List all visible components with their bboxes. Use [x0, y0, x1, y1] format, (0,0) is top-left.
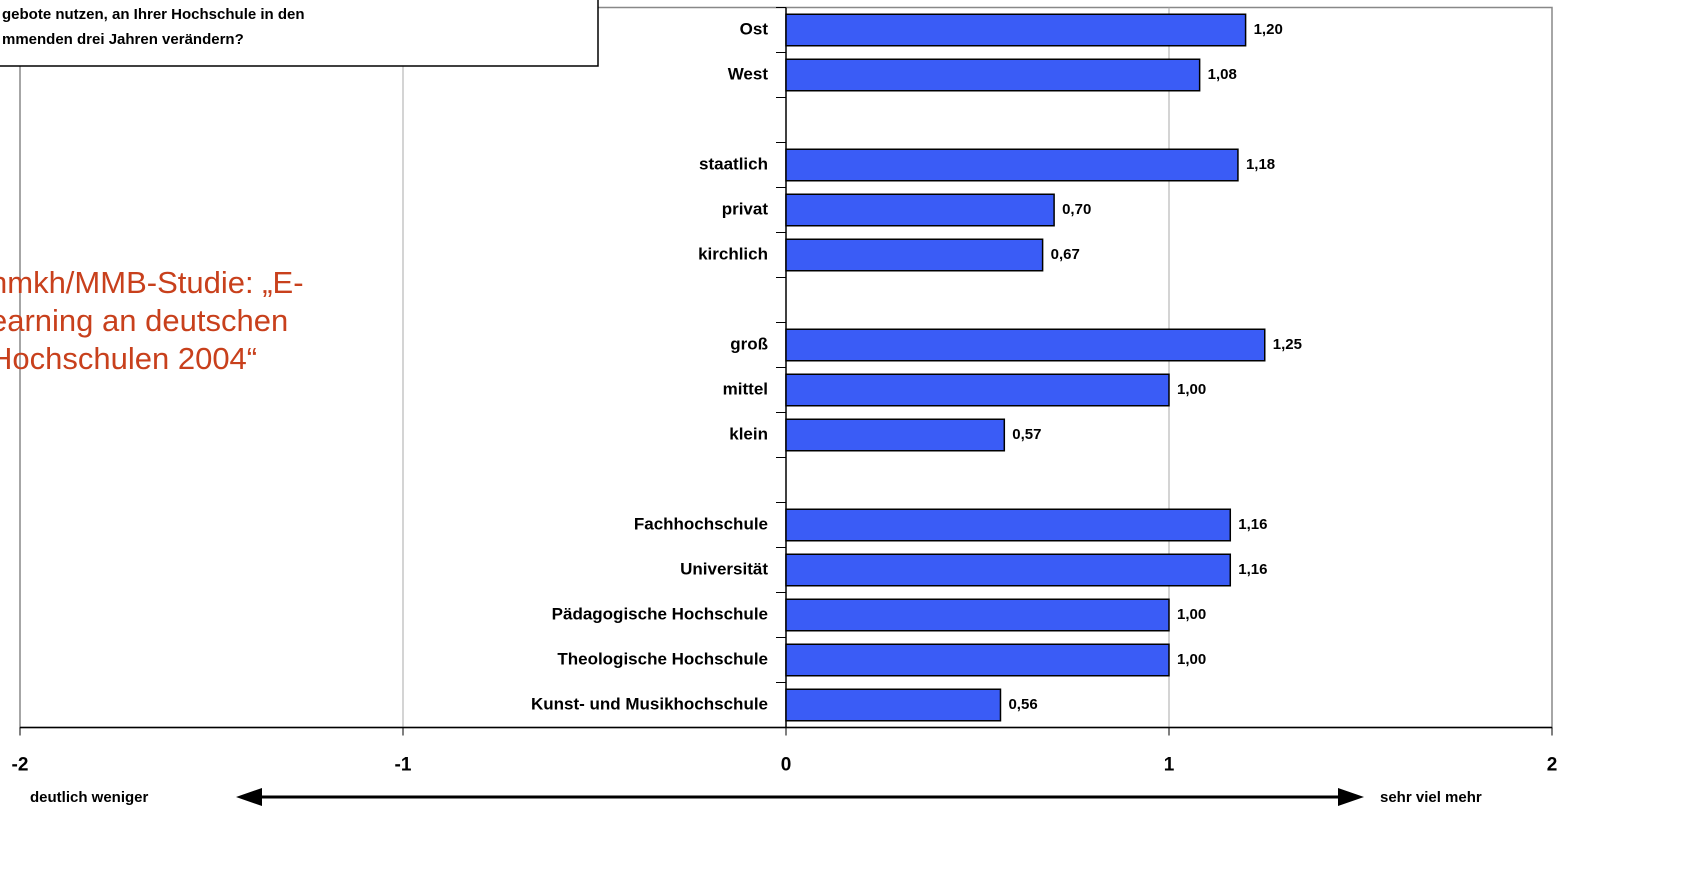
y-tick-label: Theologische Hochschule: [557, 649, 768, 668]
x-tick-label: 2: [1547, 755, 1558, 776]
annotation: Hochschulen 2004“: [0, 341, 257, 376]
value-label: 0,56: [1008, 696, 1037, 713]
x-tick-label: -2: [12, 755, 29, 776]
y-tick-label: Ost: [740, 19, 769, 38]
value-label: 1,00: [1177, 381, 1206, 398]
value-label: 0,70: [1062, 201, 1091, 218]
scale-label: sehr viel mehr: [1380, 789, 1482, 806]
value-label: 1,08: [1208, 66, 1237, 83]
y-tick-label: klein: [729, 424, 768, 443]
bar: [785, 508, 1232, 542]
y-tick-label: mittel: [723, 379, 768, 398]
bar: [785, 148, 1239, 182]
bar: [785, 193, 1055, 227]
y-tick-label: Kunst- und Musikhochschule: [531, 694, 768, 713]
bar: [785, 373, 1170, 407]
marks: -2 -1 0 1 2 Ost 1,20 West 1,08 staatlich 1,18 priva…: [12, 7, 1558, 776]
value-label: 1,16: [1238, 561, 1267, 578]
bar: [785, 688, 1002, 722]
annotation: hmkh/MMB-Studie: „E-: [0, 265, 304, 300]
y-tick-label: staatlich: [699, 154, 768, 173]
value-label: 1,25: [1273, 336, 1302, 353]
bar: [785, 643, 1170, 677]
title-box: [0, 0, 599, 67]
bar: [785, 58, 1201, 92]
bar: [785, 418, 1006, 452]
arrow-head: [1338, 788, 1364, 806]
x-tick-label: -1: [395, 755, 412, 776]
arrow-head: [236, 788, 262, 806]
annotation: earning an deutschen: [0, 303, 288, 338]
value-label: 1,00: [1177, 651, 1206, 668]
value-label: 0,57: [1012, 426, 1041, 443]
y-tick-label: privat: [722, 199, 769, 218]
scale-label: deutlich weniger: [30, 789, 149, 806]
value-label: 1,20: [1254, 21, 1283, 38]
value-label: 1,18: [1246, 156, 1275, 173]
x-tick-label: 0: [781, 755, 792, 776]
y-tick-label: Universität: [680, 559, 768, 578]
y-tick-label: kirchlich: [698, 244, 768, 263]
value-label: 1,16: [1238, 516, 1267, 533]
chart-title: gebote nutzen, an Ihrer Hochschule in de…: [2, 6, 305, 23]
bar: [785, 13, 1247, 47]
bar: [785, 553, 1232, 587]
y-tick-label: Pädagogische Hochschule: [552, 604, 768, 623]
chart-title: mmenden drei Jahren verändern?: [2, 31, 244, 48]
y-tick-label: groß: [730, 334, 768, 353]
bar: [785, 328, 1266, 362]
bar: [785, 238, 1044, 272]
y-tick-label: West: [728, 64, 769, 83]
value-label: 0,67: [1051, 246, 1080, 263]
x-tick-label: 1: [1164, 755, 1175, 776]
bar: [785, 598, 1170, 632]
value-label: 1,00: [1177, 606, 1206, 623]
y-tick-label: Fachhochschule: [634, 514, 768, 533]
